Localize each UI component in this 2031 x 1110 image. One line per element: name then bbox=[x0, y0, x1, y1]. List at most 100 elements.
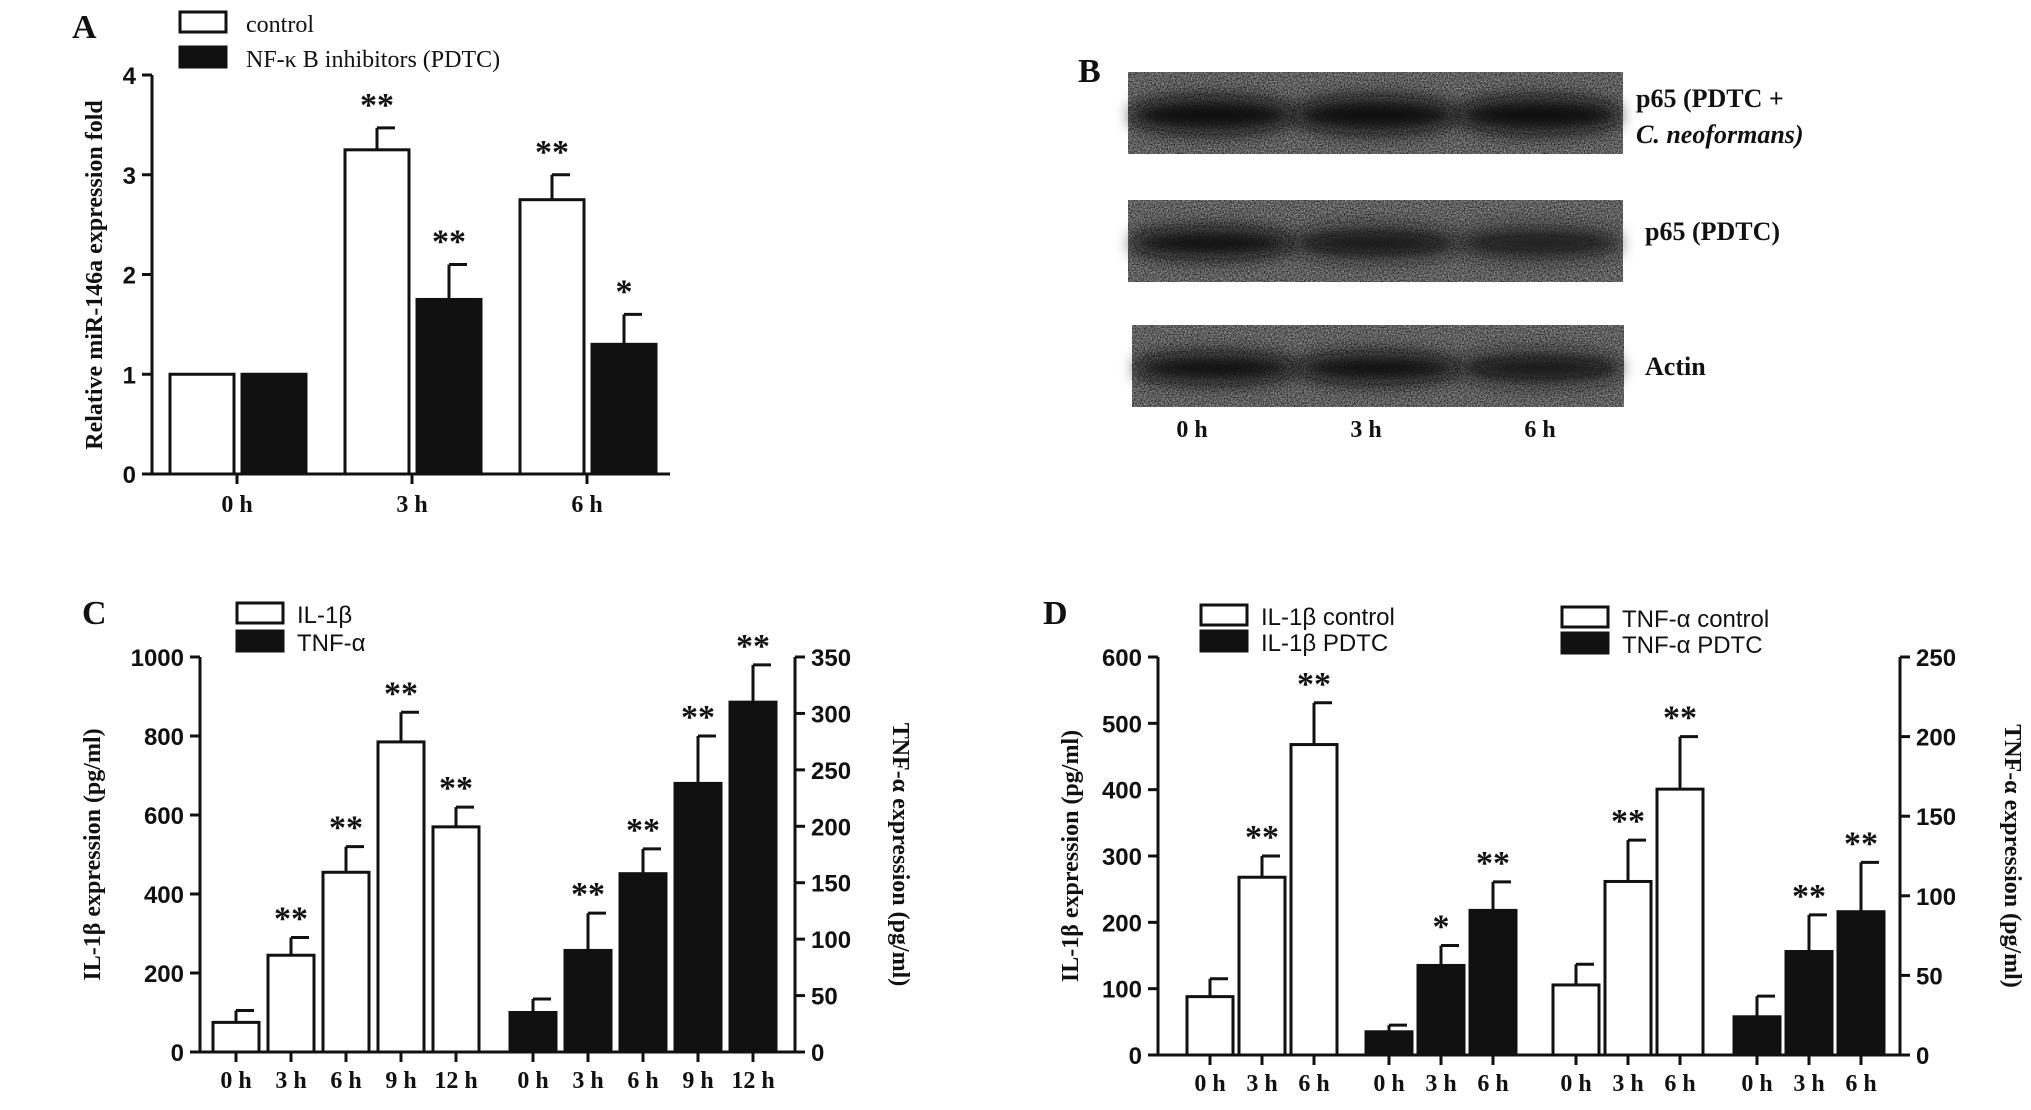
bar-group1-1-significance: * bbox=[1433, 909, 1450, 946]
right-y-tick-label: 250 bbox=[811, 758, 851, 785]
bar-group1-3-significance: ** bbox=[681, 699, 715, 736]
bar-group2-1-significance: ** bbox=[1611, 803, 1645, 840]
protein-band bbox=[1128, 97, 1297, 133]
bar-group0-0 bbox=[1185, 995, 1235, 1057]
x-tick-label: 6 h bbox=[1477, 1071, 1508, 1097]
right-y-tick-label: 100 bbox=[1916, 884, 1956, 911]
blot-label-2: Actin bbox=[1645, 352, 1706, 381]
x-tick-label: 12 h bbox=[731, 1068, 774, 1094]
x-tick-label: 0 h bbox=[517, 1068, 548, 1094]
legend-label: IL-1β control bbox=[1261, 604, 1395, 631]
bar-group0-4-significance: ** bbox=[439, 770, 473, 807]
bar-group1-1 bbox=[1416, 963, 1466, 1057]
bar-0-2-significance: ** bbox=[535, 134, 569, 171]
bar-group1-2 bbox=[1468, 908, 1518, 1057]
blot-strip-0 bbox=[1128, 72, 1623, 154]
x-tick-label: 0 h bbox=[1194, 1071, 1225, 1097]
x-tick-label: 9 h bbox=[682, 1068, 713, 1094]
legend-label: TNF-α PDTC bbox=[1622, 632, 1763, 659]
right-y-tick-label: 350 bbox=[811, 645, 851, 672]
x-tick-label: 3 h bbox=[275, 1068, 306, 1094]
legend-label: NF-κ B inhibitors (PDTC) bbox=[246, 47, 500, 73]
legend-label: IL-1β PDTC bbox=[1261, 630, 1388, 657]
bar-group0-1 bbox=[1237, 875, 1287, 1057]
left-y-tick-label: 600 bbox=[1102, 645, 1142, 672]
legend-swatch bbox=[178, 10, 228, 34]
blot-strip-1 bbox=[1128, 200, 1623, 282]
blot-label-0-line2: C. neoformans) bbox=[1636, 120, 1804, 149]
right-y-tick-label: 200 bbox=[1916, 725, 1956, 752]
chart-d-bars: *************** bbox=[1185, 666, 1886, 1057]
left-y-tick-label: 800 bbox=[144, 724, 184, 751]
lane-label: 3 h bbox=[1350, 417, 1381, 443]
x-tick-label: 6 h bbox=[1845, 1071, 1876, 1097]
protein-band bbox=[1454, 97, 1623, 133]
chart-c-axes: 0 200 400 600 800 1000 0 50 100 150 200 250 300 350 IL… bbox=[80, 645, 913, 1094]
x-tick-label: 9 h bbox=[385, 1068, 416, 1094]
left-y-axis-title: IL-1β expression (pg/ml) bbox=[1058, 730, 1084, 982]
chart-d-axes: 0 100 200 300 400 500 600 0 50 100 150 200 250 IL-1β … bbox=[1058, 645, 2025, 1097]
y-tick-label: 3 bbox=[123, 163, 136, 190]
left-y-tick-label: 0 bbox=[1129, 1043, 1142, 1070]
legend-label: TNF-α bbox=[297, 630, 366, 657]
protein-band bbox=[1291, 228, 1460, 258]
left-y-tick-label: 500 bbox=[1102, 711, 1142, 738]
legend-swatch bbox=[1199, 629, 1249, 653]
left-y-tick-label: 600 bbox=[144, 803, 184, 830]
bar-group2-2-significance: ** bbox=[1663, 700, 1697, 737]
chart-a-bars: ******* bbox=[168, 87, 658, 476]
legend-swatch bbox=[1560, 605, 1610, 629]
y-tick-label: 2 bbox=[123, 263, 136, 290]
right-y-tick-label: 50 bbox=[1916, 963, 1943, 990]
blot-label-1: p65 (PDTC) bbox=[1645, 217, 1780, 246]
chart-a-legend: control NF-κ B inhibitors (PDTC) bbox=[178, 10, 500, 73]
panel-letter-d: D bbox=[1043, 595, 1068, 632]
bar-group1-3 bbox=[673, 781, 723, 1054]
legend-swatch bbox=[1560, 631, 1610, 655]
x-tick-label: 3 h bbox=[1612, 1071, 1643, 1097]
bar-group0-2-significance: ** bbox=[1297, 666, 1331, 703]
bar-group0-1 bbox=[266, 953, 316, 1054]
bar-group0-1-significance: ** bbox=[274, 900, 308, 937]
y-tick-label: 1 bbox=[123, 362, 136, 389]
x-tick-label: 0 h bbox=[1741, 1071, 1772, 1097]
bar-group3-2 bbox=[1836, 910, 1886, 1057]
bar-group1-2-significance: ** bbox=[1476, 845, 1510, 882]
bar-1-1-significance: ** bbox=[432, 224, 466, 261]
panel-letter-b: B bbox=[1078, 53, 1101, 90]
blot-strips bbox=[1128, 72, 1624, 407]
bar-group3-0 bbox=[1732, 1015, 1782, 1057]
right-y-tick-label: 0 bbox=[811, 1040, 824, 1067]
bar-group0-4 bbox=[431, 825, 481, 1054]
protein-band bbox=[1128, 228, 1297, 258]
bar-group3-1 bbox=[1784, 950, 1834, 1057]
protein-band bbox=[1454, 228, 1623, 258]
x-tick-label: 0 h bbox=[1373, 1071, 1404, 1097]
bar-group2-2 bbox=[1655, 787, 1705, 1057]
blot-labels: p65 (PDTC + C. neoformans) p65 (PDTC) Actin… bbox=[1176, 84, 1803, 443]
legend-swatch bbox=[235, 629, 285, 653]
panel-letter-a: A bbox=[72, 9, 97, 46]
right-y-tick-label: 250 bbox=[1916, 645, 1956, 672]
lane-label: 0 h bbox=[1176, 417, 1207, 443]
right-y-tick-label: 150 bbox=[1916, 804, 1956, 831]
x-tick-label: 0 h bbox=[220, 1068, 251, 1094]
bar-group3-1-significance: ** bbox=[1792, 878, 1826, 915]
right-y-tick-label: 100 bbox=[811, 927, 851, 954]
bar-pdtc-1 bbox=[415, 297, 483, 476]
left-y-tick-label: 400 bbox=[144, 882, 184, 909]
left-y-tick-label: 100 bbox=[1102, 977, 1142, 1004]
legend-swatch bbox=[178, 45, 228, 69]
legend-label: TNF-α control bbox=[1622, 606, 1769, 633]
lane-label: 6 h bbox=[1524, 417, 1555, 443]
x-tick-label: 6 h bbox=[627, 1068, 658, 1094]
x-tick-label: 3 h bbox=[396, 492, 427, 518]
right-y-tick-label: 0 bbox=[1916, 1043, 1929, 1070]
x-tick-label: 6 h bbox=[330, 1068, 361, 1094]
y-tick-label: 4 bbox=[123, 63, 137, 90]
bar-pdtc-0 bbox=[240, 372, 308, 476]
